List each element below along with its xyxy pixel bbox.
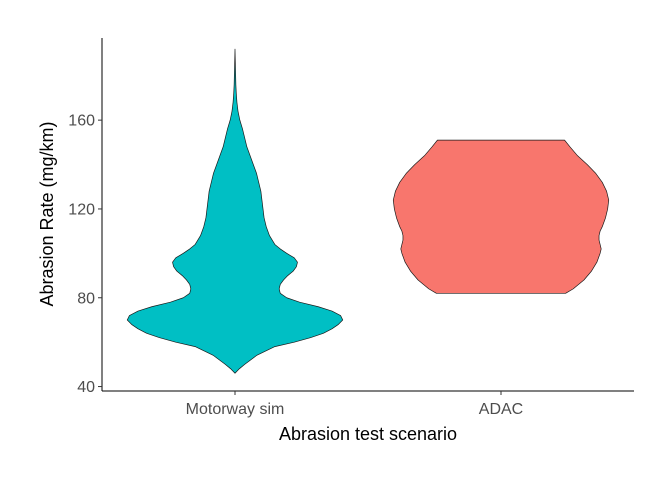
violin-adac (392, 139, 610, 294)
x-tick-label: ADAC (479, 401, 523, 418)
x-tick-label: Motorway sim (186, 401, 285, 418)
y-tick-label: 120 (68, 201, 95, 218)
y-tick-label: 160 (68, 113, 95, 130)
y-axis-title: Abrasion Rate (mg/km) (37, 121, 57, 306)
y-tick-label: 40 (77, 379, 95, 396)
y-tick-label: 80 (77, 290, 95, 307)
plot-area: 40 80 120 160 Motorway sim ADAC (68, 38, 634, 418)
x-ticks: Motorway sim ADAC (186, 391, 523, 418)
violin-motorway-sim (126, 48, 344, 374)
violins (126, 48, 610, 374)
y-ticks: 40 80 120 160 (68, 113, 102, 396)
x-axis-title: Abrasion test scenario (279, 424, 457, 444)
